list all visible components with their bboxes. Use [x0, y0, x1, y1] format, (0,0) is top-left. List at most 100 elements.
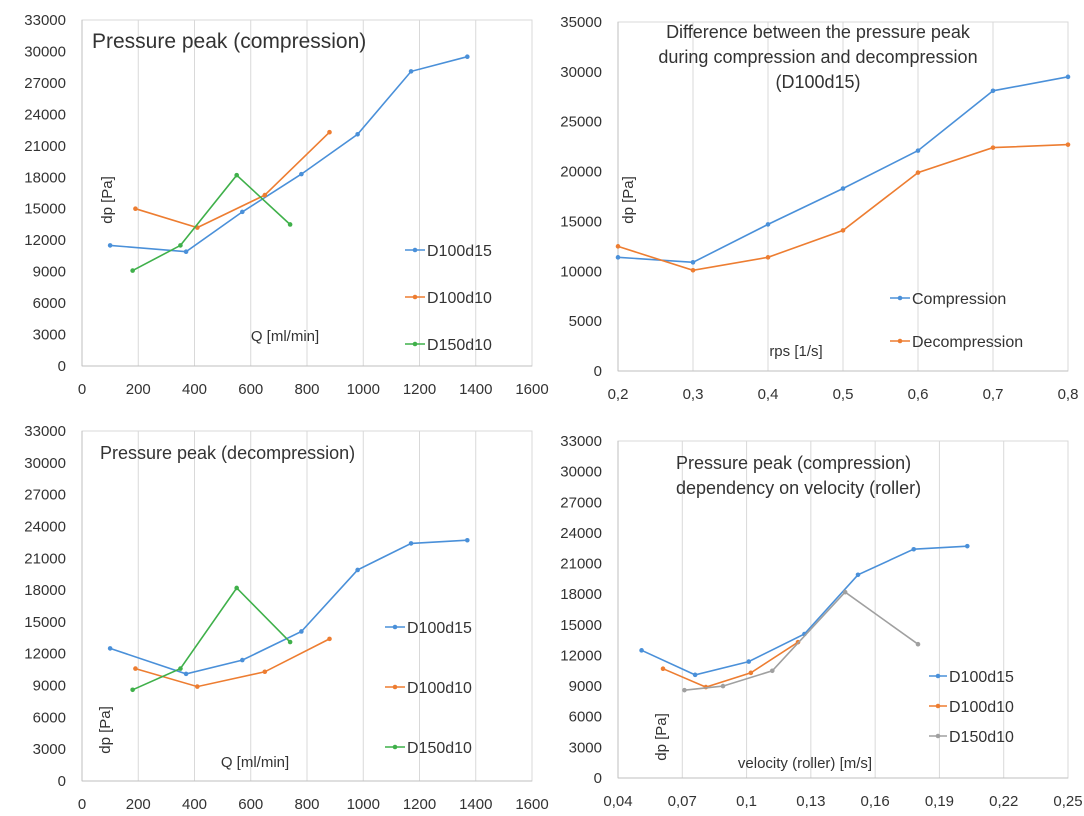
series-line: [684, 591, 919, 691]
data-point: [107, 646, 113, 651]
data-point: [133, 206, 138, 212]
data-point: [840, 228, 846, 233]
legend-label: D150d10: [407, 740, 472, 757]
x-tick-labels: 0 200 400 600 800 1000 1200 1400 1600: [78, 381, 549, 398]
y-tick-label: 27000: [24, 75, 66, 92]
data-point: [107, 243, 113, 248]
y-tick-label: 5000: [569, 313, 602, 330]
x-tick-label: 0,1: [736, 793, 757, 810]
y-tick-label: 21000: [560, 556, 602, 573]
chart-decompression-peak: 0300060009000120001500018000210002400027…: [24, 423, 548, 813]
data-point: [840, 186, 846, 191]
data-point: [765, 222, 771, 227]
legend-label: D100d10: [949, 699, 1014, 716]
chart-title-line: Pressure peak (compression): [92, 30, 366, 53]
series-line: [135, 131, 331, 229]
data-point: [240, 209, 245, 215]
chart-axes: [617, 440, 1069, 779]
data-point: [234, 172, 239, 178]
y-tick-label: 0: [58, 773, 66, 790]
chart-title-line: Difference between the pressure peak: [666, 22, 971, 42]
data-point: [915, 170, 921, 175]
y-tick-label: 12000: [24, 646, 66, 663]
chart-title-line: during compression and decompression: [658, 47, 977, 67]
data-point: [660, 666, 666, 672]
legend-marker: [412, 341, 418, 347]
chart-grid: [137, 20, 533, 366]
y-tick-label: 0: [58, 358, 66, 375]
data-point: [911, 546, 917, 552]
y-tick-labels: 0 3000 6000 9000 12000 15000 18000 21000 24000 27…: [560, 433, 602, 787]
series-line: [109, 539, 468, 675]
y-tick-label: 35000: [560, 14, 602, 31]
x-tick-label: 1400: [459, 381, 492, 398]
y-tick-label: 15000: [24, 201, 66, 218]
legend-label: Compression: [912, 291, 1006, 308]
chart-title: Pressure peak (decompression): [100, 443, 355, 463]
data-point: [130, 687, 135, 693]
x-tick-label: 200: [126, 796, 151, 813]
x-tick-label: 200: [126, 381, 151, 398]
y-tick-label: 0: [594, 770, 602, 787]
data-point: [746, 659, 752, 664]
chart-axes: [81, 19, 533, 367]
data-point: [262, 192, 268, 198]
legend-marker: [935, 703, 941, 709]
chart-series: [107, 537, 470, 693]
legend-marker: [412, 247, 418, 253]
data-point: [682, 687, 687, 693]
y-tick-label: 15000: [560, 213, 602, 230]
y-axis-label: dp [Pa]: [99, 176, 116, 224]
x-tick-labels: 0 200 400 600 800 1000 1200 1400 1600: [78, 796, 549, 813]
legend-label: D100d10: [427, 290, 492, 307]
x-axis-label: Q [ml/min]: [251, 328, 319, 345]
data-point: [615, 244, 621, 249]
chart-series: [615, 74, 1071, 273]
data-point: [355, 131, 360, 137]
y-tick-label: 33000: [24, 12, 66, 29]
x-tick-label: 0,16: [861, 793, 890, 810]
chart-grid: [692, 22, 1069, 371]
chart-legend: Compression Decompression: [890, 291, 1023, 351]
legend-label: D100d15: [427, 243, 492, 260]
data-point: [195, 684, 200, 689]
data-point: [720, 683, 726, 689]
legend-marker: [392, 624, 398, 630]
y-tick-label: 12000: [24, 232, 66, 249]
y-tick-label: 27000: [24, 487, 66, 504]
y-tick-label: 30000: [24, 43, 66, 60]
data-point: [990, 145, 996, 150]
x-tick-label: 0: [78, 796, 86, 813]
data-point: [990, 88, 996, 94]
legend-label: D150d10: [949, 729, 1014, 746]
y-tick-label: 15000: [560, 617, 602, 634]
x-tick-label: 0,4: [758, 386, 779, 403]
data-point: [915, 641, 921, 647]
x-tick-label: 0,7: [983, 386, 1004, 403]
y-tick-label: 6000: [33, 295, 66, 312]
y-tick-label: 3000: [33, 327, 66, 344]
x-tick-label: 800: [294, 381, 319, 398]
legend-label: D100d15: [949, 669, 1014, 686]
data-point: [1065, 142, 1071, 147]
chart-title-line: (D100d15): [775, 72, 860, 92]
y-tick-label: 6000: [569, 709, 602, 726]
data-point: [465, 54, 470, 59]
y-tick-labels: 0 3000 6000 9000 12000 15000 18000 21000 24000 27…: [24, 12, 66, 375]
y-tick-label: 24000: [560, 525, 602, 542]
data-point: [234, 585, 239, 591]
y-tick-label: 33000: [560, 433, 602, 450]
chart-compression-peak: 0300060009000120001500018000210002400027…: [24, 12, 548, 398]
x-tick-label: 0,22: [989, 793, 1018, 810]
legend-marker: [897, 338, 903, 344]
data-point: [299, 629, 304, 634]
legend-label: D100d10: [407, 680, 472, 697]
x-tick-label: 0,6: [908, 386, 929, 403]
data-point: [748, 670, 754, 676]
y-axis-label: dp [Pa]: [653, 713, 670, 761]
data-point: [690, 267, 696, 273]
data-point: [408, 541, 414, 546]
data-point: [130, 268, 135, 273]
chart-title-line: Pressure peak (decompression): [100, 443, 355, 463]
